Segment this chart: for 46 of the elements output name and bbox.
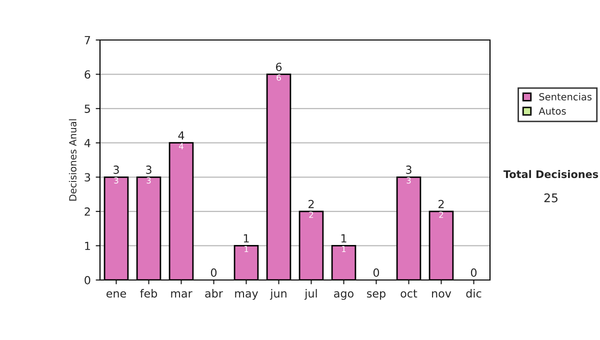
text: 25: [544, 193, 558, 202]
total-label: 0: [470, 268, 477, 277]
x-tick-label: jun: [270, 289, 286, 300]
data-label: 1: [244, 246, 248, 252]
data-label: 6: [276, 74, 281, 81]
legend-label: Sentencias: [539, 92, 592, 100]
total-label: 2: [438, 200, 444, 208]
y-tick-label: 4: [84, 138, 90, 148]
x-tick-label: mar: [171, 291, 192, 298]
total-label: 0: [373, 268, 380, 277]
data-label: 2: [309, 212, 314, 218]
x-tick-label: dic: [466, 289, 482, 298]
y-tick-label: 6: [84, 70, 90, 79]
text: Total Decisiones: [503, 170, 598, 178]
x-tick-label: oct: [400, 290, 418, 298]
total-label: 2: [308, 200, 314, 208]
total-label: 1: [341, 234, 346, 242]
y-tick-label: 2: [84, 207, 90, 216]
data-label: 3: [114, 177, 118, 184]
x-tick-label: abr: [205, 289, 223, 298]
x-tick-label: feb: [140, 289, 158, 298]
x-tick-label: nov: [432, 291, 452, 298]
y-tick-label: 3: [84, 173, 90, 182]
total-label: 0: [210, 268, 217, 277]
y-tick-label: 7: [84, 36, 90, 44]
total-label: 3: [406, 166, 412, 174]
x-tick-label: may: [235, 291, 258, 300]
y-tick-label: 1: [85, 242, 90, 250]
total-label: 3: [114, 166, 119, 174]
legend-label: Autos: [538, 107, 566, 115]
y-tick-label: 0: [84, 276, 90, 284]
y-axis-title: Decisiones Anual: [68, 119, 76, 201]
x-tick-label: jul: [304, 289, 317, 300]
data-label: 3: [146, 177, 151, 184]
data-label: 2: [439, 212, 444, 218]
x-tick-label: ago: [334, 291, 354, 300]
data-label: 1: [342, 246, 346, 252]
total-label: 6: [276, 62, 282, 72]
x-tick-label: ene: [106, 291, 126, 298]
total-label: 3: [146, 166, 152, 174]
total-label: 1: [244, 234, 249, 242]
data-label: 3: [406, 177, 411, 184]
x-tick-label: sep: [367, 291, 386, 300]
y-tick-label: 5: [84, 104, 90, 113]
total-label: 4: [178, 131, 184, 140]
data-label: 4: [179, 143, 184, 150]
